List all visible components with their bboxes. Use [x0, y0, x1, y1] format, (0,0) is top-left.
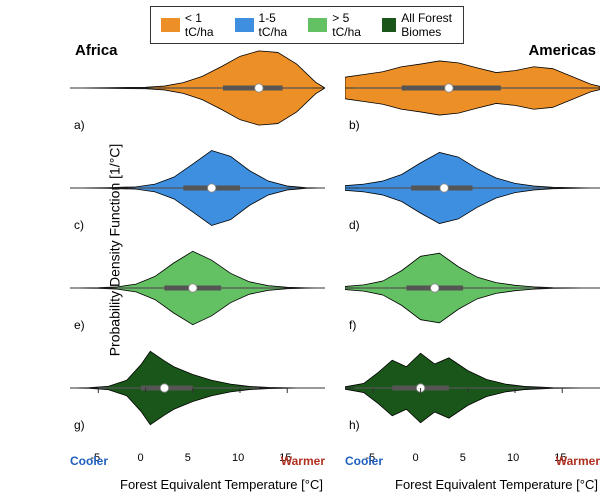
violin-panel-b: b)	[345, 42, 600, 134]
violin-svg	[345, 142, 600, 234]
panel-letter: h)	[349, 418, 360, 432]
violin-panel-e: e)	[70, 242, 325, 334]
violin-svg	[345, 42, 600, 134]
panel-letter: f)	[349, 318, 356, 332]
legend-swatch	[161, 18, 180, 32]
median-marker	[255, 84, 263, 92]
median-marker	[445, 84, 453, 92]
legend-label: All Forest Biomes	[401, 11, 453, 39]
median-marker	[440, 184, 448, 192]
violin-panel-f: f)	[345, 242, 600, 334]
median-marker	[431, 284, 439, 292]
violin-panel-g: g)-5051015CoolerWarmer	[70, 342, 325, 434]
legend-swatch	[308, 18, 327, 32]
violin-svg	[345, 242, 600, 334]
legend: < 1 tC/ha 1-5 tC/ha > 5 tC/ha All Forest…	[150, 6, 464, 44]
legend-label: 1-5 tC/ha	[259, 11, 295, 39]
legend-item: 1-5 tC/ha	[235, 11, 295, 39]
panel-letter: g)	[74, 418, 85, 432]
column-right: b) d) f) h)-5051015CoolerWarmer	[345, 42, 600, 442]
panel-grid: a) c) e) g)-5051015CoolerWarmer b) d) f) h)-50…	[70, 42, 600, 442]
cooler-label: Cooler	[345, 454, 383, 468]
column-left: a) c) e) g)-5051015CoolerWarmer	[70, 42, 325, 442]
legend-item: All Forest Biomes	[382, 11, 453, 39]
figure: < 1 tC/ha 1-5 tC/ha > 5 tC/ha All Forest…	[0, 0, 614, 500]
x-end-labels: Cooler Warmer	[345, 454, 600, 468]
legend-swatch	[235, 18, 254, 32]
panel-letter: a)	[74, 118, 85, 132]
violin-panel-a: a)	[70, 42, 325, 134]
violin-panel-c: c)	[70, 142, 325, 234]
panel-letter: d)	[349, 218, 360, 232]
legend-item: < 1 tC/ha	[161, 11, 221, 39]
panel-letter: b)	[349, 118, 360, 132]
median-marker	[207, 184, 215, 192]
violin-svg	[70, 142, 325, 234]
warmer-label: Warmer	[556, 454, 600, 468]
median-marker	[189, 284, 197, 292]
legend-label: < 1 tC/ha	[185, 11, 221, 39]
legend-item: > 5 tC/ha	[308, 11, 368, 39]
x-axis-label-right: Forest Equivalent Temperature [°C]	[395, 477, 598, 492]
violin-svg	[345, 342, 600, 434]
violin-svg	[70, 242, 325, 334]
warmer-label: Warmer	[281, 454, 325, 468]
violin-svg	[70, 42, 325, 134]
panel-letter: c)	[74, 218, 84, 232]
legend-swatch	[382, 18, 396, 32]
panel-letter: e)	[74, 318, 85, 332]
violin-svg	[70, 342, 325, 434]
median-marker	[160, 384, 168, 392]
violin-panel-d: d)	[345, 142, 600, 234]
x-axis-label-left: Forest Equivalent Temperature [°C]	[120, 477, 323, 492]
legend-label: > 5 tC/ha	[332, 11, 368, 39]
cooler-label: Cooler	[70, 454, 108, 468]
x-end-labels: Cooler Warmer	[70, 454, 325, 468]
violin-panel-h: h)-5051015CoolerWarmer	[345, 342, 600, 434]
